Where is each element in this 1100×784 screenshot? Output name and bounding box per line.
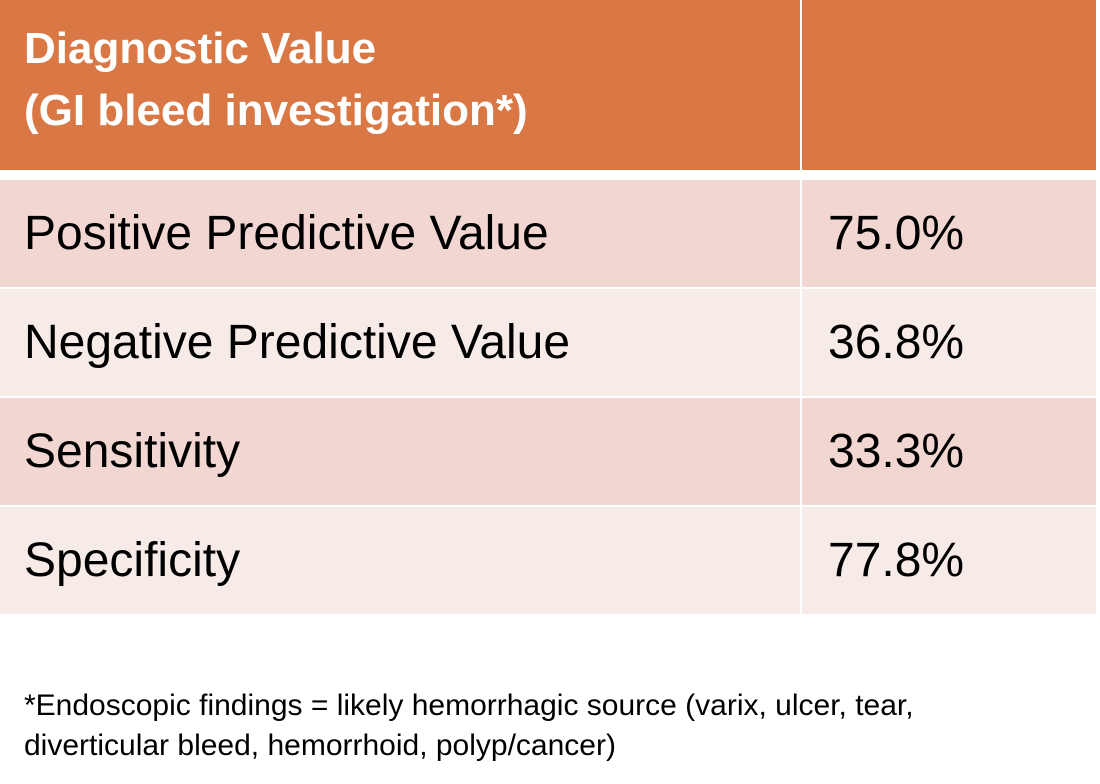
value-cell: 36.8% <box>800 289 1096 396</box>
table-row: Positive Predictive Value 75.0% <box>0 178 1096 287</box>
metric-cell: Sensitivity <box>0 398 800 505</box>
footnote-line1: *Endoscopic findings = likely hemorrhagi… <box>24 689 914 722</box>
table-row: Specificity 77.8% <box>0 505 1096 614</box>
footnote: *Endoscopic findings = likely hemorrhagi… <box>24 686 1084 766</box>
header-divider <box>0 170 1096 178</box>
metric-cell: Negative Predictive Value <box>0 289 800 396</box>
metric-cell: Specificity <box>0 507 800 614</box>
header-title-cell: Diagnostic Value (GI bleed investigation… <box>0 0 800 170</box>
table-row: Sensitivity 33.3% <box>0 396 1096 505</box>
value-cell: 75.0% <box>800 180 1096 287</box>
header-title-line1: Diagnostic Value <box>24 24 377 73</box>
table-row: Negative Predictive Value 36.8% <box>0 287 1096 396</box>
header-value-cell <box>800 0 1096 170</box>
diagnostic-value-table: Diagnostic Value (GI bleed investigation… <box>0 0 1096 614</box>
metric-cell: Positive Predictive Value <box>0 180 800 287</box>
value-cell: 77.8% <box>800 507 1096 614</box>
footnote-line2: diverticular bleed, hemorrhoid, polyp/ca… <box>24 729 616 762</box>
value-cell: 33.3% <box>800 398 1096 505</box>
header-title-line2: (GI bleed investigation*) <box>24 86 528 135</box>
table-header-row: Diagnostic Value (GI bleed investigation… <box>0 0 1096 170</box>
